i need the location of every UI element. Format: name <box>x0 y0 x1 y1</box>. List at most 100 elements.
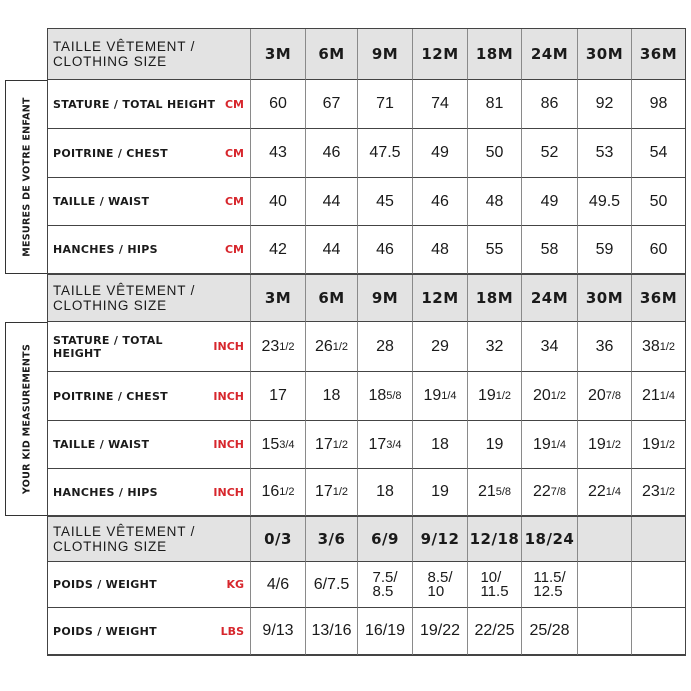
size-header-cell: 30M <box>578 274 632 322</box>
measurement-value: 36 <box>578 322 632 372</box>
size-label: 6/9 <box>371 529 399 548</box>
measurement-value: 46 <box>413 178 468 226</box>
side-label-box: MESURES DE VOTRE ENFANT <box>5 80 47 274</box>
measurement-value: 20 1/2 <box>522 372 578 421</box>
measurement-name: POITRINE / CHEST <box>53 146 168 160</box>
side-label-box: YOUR KID MEASUREMENTS <box>5 322 47 516</box>
size-header-cell <box>578 516 632 562</box>
size-header-cell: 18M <box>468 274 522 322</box>
measurement-value <box>578 608 632 655</box>
measurement-value: 47.5 <box>358 129 413 178</box>
size-header-cell: 3M <box>251 28 306 80</box>
measurement-value: 44 <box>306 178 358 226</box>
measurement-value: 54 <box>632 129 686 178</box>
measurement-value: 46 <box>306 129 358 178</box>
header-title-line2: CLOTHING SIZE <box>53 538 167 554</box>
unit-label: CM <box>224 97 244 111</box>
measurement-value: 7.5/8.5 <box>358 562 413 608</box>
measurement-value: 86 <box>522 80 578 129</box>
measurement-value: 42 <box>251 226 306 274</box>
unit-label: INCH <box>213 389 244 403</box>
measurement-value: 10/11.5 <box>468 562 522 608</box>
size-header-cell: 6M <box>306 28 358 80</box>
unit-label: CM <box>224 243 244 256</box>
size-label: 18M <box>475 288 514 307</box>
measurement-value: 20 7/8 <box>578 372 632 421</box>
measurement-row-label: TAILLE / WAIST CM <box>47 178 251 226</box>
measurement-value: 60 <box>251 80 306 129</box>
measurement-value: 17 1/2 <box>306 469 358 516</box>
size-header-cell: 36M <box>632 28 686 80</box>
size-header-cell: 6/9 <box>358 516 413 562</box>
measurement-row-label: POITRINE / CHEST CM <box>47 129 251 178</box>
measurement-value: 32 <box>468 322 522 372</box>
measurement-value: 22 1/4 <box>578 469 632 516</box>
measurement-value: 55 <box>468 226 522 274</box>
measurement-value: 18 5/8 <box>358 372 413 421</box>
size-header-cell: 18/24 <box>522 516 578 562</box>
size-label: 12/18 <box>469 529 520 548</box>
size-header-cell: 12M <box>413 274 468 322</box>
measurement-value: 11.5/12.5 <box>522 562 578 608</box>
measurement-name: HANCHES / HIPS <box>53 243 158 256</box>
measurement-value: 18 <box>413 421 468 469</box>
measurement-value: 19 1/2 <box>578 421 632 469</box>
measurement-value: 13/16 <box>306 608 358 655</box>
measurement-value: 29 <box>413 322 468 372</box>
measurement-value: 19 1/4 <box>522 421 578 469</box>
size-label: 12M <box>421 44 459 63</box>
measurement-value: 23 1/2 <box>632 469 686 516</box>
measurement-row-label: STATURE / TOTAL HEIGHT INCH <box>47 322 251 372</box>
measurement-row-label: TAILLE / WAIST INCH <box>47 421 251 469</box>
unit-label: LBS <box>220 624 244 638</box>
measurement-value: 48 <box>468 178 522 226</box>
size-label: 24M <box>530 44 569 63</box>
measurement-value: 15 3/4 <box>251 421 306 469</box>
size-header-cell: 9/12 <box>413 516 468 562</box>
measurement-value: 28 <box>358 322 413 372</box>
size-header-cell: 0/3 <box>251 516 306 562</box>
unit-label: KG <box>226 578 244 591</box>
measurement-value: 98 <box>632 80 686 129</box>
size-label: 36M <box>639 288 678 307</box>
header-title-line1: TAILLE VÊTEMENT / <box>53 282 196 298</box>
measurement-value: 21 5/8 <box>468 469 522 516</box>
size-label: 24M <box>530 288 569 307</box>
measurement-value: 59 <box>578 226 632 274</box>
size-header-cell: 9M <box>358 28 413 80</box>
size-header-cell: 36M <box>632 274 686 322</box>
measurement-value: 74 <box>413 80 468 129</box>
measurement-value: 71 <box>358 80 413 129</box>
measurement-name: POIDS / WEIGHT <box>53 578 157 591</box>
measurement-value: 34 <box>522 322 578 372</box>
size-header-cell: 12/18 <box>468 516 522 562</box>
size-label: 6M <box>318 44 345 63</box>
measurement-row-label: POIDS / WEIGHT LBS <box>47 608 251 655</box>
measurement-name: POITRINE / CHEST <box>53 389 168 403</box>
measurement-value: 18 <box>358 469 413 516</box>
side-label: MESURES DE VOTRE ENFANT <box>21 97 32 257</box>
unit-label: CM <box>224 195 244 208</box>
measurement-value: 19 <box>468 421 522 469</box>
measurement-value: 25/28 <box>522 608 578 655</box>
measurement-value: 17 <box>251 372 306 421</box>
measurement-name: TAILLE / WAIST <box>53 195 150 208</box>
size-label: 36M <box>639 44 678 63</box>
size-label: 0/3 <box>264 529 292 548</box>
measurement-value: 16 1/2 <box>251 469 306 516</box>
measurement-value: 60 <box>632 226 686 274</box>
measurement-value: 48 <box>413 226 468 274</box>
measurement-row-label: STATURE / TOTAL HEIGHT CM <box>47 80 251 129</box>
measurement-value: 38 1/2 <box>632 322 686 372</box>
size-header-cell <box>632 516 686 562</box>
measurement-name: POIDS / WEIGHT <box>53 624 157 638</box>
size-header-cell: 24M <box>522 28 578 80</box>
measurement-value: 19 1/2 <box>632 421 686 469</box>
measurement-value: 16/19 <box>358 608 413 655</box>
measurement-value: 49.5 <box>578 178 632 226</box>
measurement-value: 49 <box>413 129 468 178</box>
size-label: 3M <box>264 288 292 307</box>
measurement-value: 46 <box>358 226 413 274</box>
size-header-cell: 18M <box>468 28 522 80</box>
measurement-value: 4/6 <box>251 562 306 608</box>
